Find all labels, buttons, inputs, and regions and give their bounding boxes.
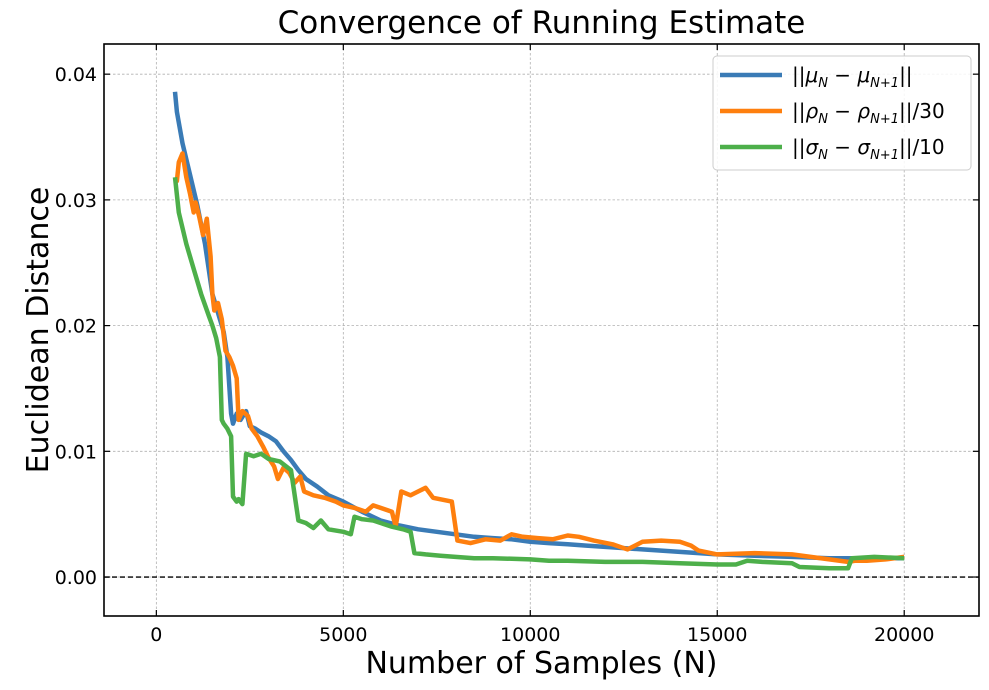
legend-label-part: || bbox=[792, 135, 805, 159]
legend-label-part: || bbox=[899, 63, 912, 87]
legend-label-part: || bbox=[792, 63, 805, 87]
legend-label-part: N bbox=[818, 112, 828, 127]
legend-label-part: μ bbox=[804, 63, 818, 87]
chart-title: Convergence of Running Estimate bbox=[278, 5, 806, 41]
y-tick-label: 0.03 bbox=[55, 190, 97, 212]
legend: ||μN − μN+1||||ρN − ρN+1||/30||σN − σN+1… bbox=[712, 55, 972, 171]
series-group bbox=[172, 91, 905, 571]
legend-box bbox=[712, 55, 972, 171]
legend-label-2: ||ρN − ρN+1||/30 bbox=[792, 99, 945, 127]
x-tick-label: 20000 bbox=[874, 624, 934, 646]
legend-label-part: N bbox=[818, 76, 828, 91]
series-line-2 bbox=[172, 151, 905, 565]
y-tick-label: 0.04 bbox=[55, 64, 97, 86]
x-axis-title: Number of Samples (N) bbox=[365, 646, 717, 681]
legend-label-part: ρ bbox=[805, 99, 818, 123]
series-line-3 bbox=[172, 177, 905, 571]
x-tick-label: 10000 bbox=[500, 624, 560, 646]
plot-frame bbox=[103, 43, 980, 617]
legend-label-part: − bbox=[828, 99, 857, 123]
legend-label-part: N bbox=[818, 148, 828, 163]
legend-label-part: ||/10 bbox=[899, 135, 945, 159]
ticks: 0 5000 10000 15000 20000 0.00 0.01 0.02 0.03 0.04 bbox=[55, 44, 979, 646]
y-tick-label: 0.01 bbox=[55, 441, 97, 463]
y-tick-label: 0.02 bbox=[55, 316, 97, 338]
x-tick-label: 0 bbox=[150, 624, 162, 646]
legend-label-part: ||/30 bbox=[899, 99, 945, 123]
legend-label-3: ||σN − σN+1||/10 bbox=[792, 135, 945, 163]
x-tick-label: 15000 bbox=[687, 624, 747, 646]
legend-label-part: N+1 bbox=[870, 148, 899, 163]
legend-label-part: μ bbox=[856, 63, 870, 87]
y-tick-label: 0.00 bbox=[55, 567, 97, 589]
legend-label-part: σ bbox=[857, 135, 871, 159]
legend-label-part: − bbox=[828, 135, 857, 159]
legend-label-part: N+1 bbox=[870, 76, 899, 91]
legend-label-part: − bbox=[828, 63, 857, 87]
legend-label-part: N+1 bbox=[870, 112, 899, 127]
legend-label-part: σ bbox=[805, 135, 819, 159]
legend-label-part: ρ bbox=[857, 99, 870, 123]
legend-label-part: || bbox=[792, 99, 805, 123]
legend-label-1: ||μN − μN+1|| bbox=[792, 63, 913, 91]
y-axis-title: Euclidean Distance bbox=[21, 187, 56, 474]
x-tick-label: 5000 bbox=[319, 624, 367, 646]
